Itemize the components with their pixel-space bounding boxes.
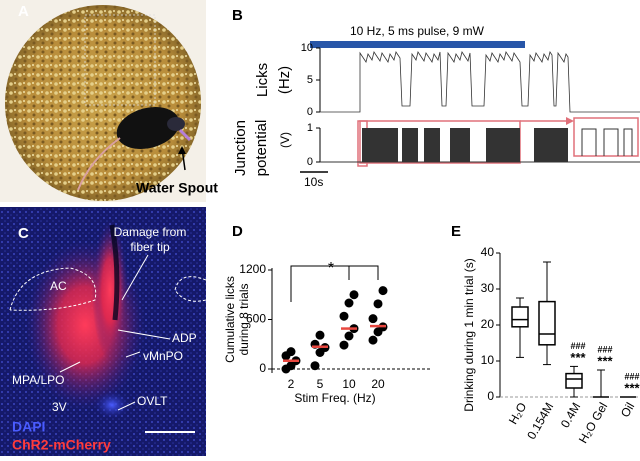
panel-label: B	[232, 7, 243, 24]
inset-box	[573, 117, 639, 157]
axis-title: during 8 trials	[237, 283, 251, 355]
x-tick-label: 20	[371, 377, 385, 391]
x-tick-label: 10	[342, 377, 356, 391]
y-tick-label: 0	[259, 361, 266, 375]
significance: ***	[597, 353, 613, 368]
stimulus-bar	[310, 41, 525, 48]
x-tick-label: 2	[288, 377, 295, 391]
significance-bracket	[290, 265, 379, 302]
y-tick-label: 40	[481, 245, 495, 259]
dot	[368, 314, 378, 324]
annotation: 3V	[52, 400, 67, 414]
inset-trace	[623, 128, 633, 156]
axis-title: (Hz)	[276, 66, 293, 94]
stain-label: DAPI	[12, 419, 45, 435]
junction-trace	[450, 128, 470, 162]
y-tick-label: 10	[301, 42, 313, 54]
junction-trace	[362, 128, 398, 162]
dot	[378, 286, 388, 296]
histology-c	[0, 207, 207, 456]
axis-title: (V)	[278, 132, 292, 148]
annotation: ADP	[172, 331, 197, 345]
panel-label: E	[451, 223, 461, 240]
annotation: Damage from	[114, 225, 187, 239]
y-tick-label: 5	[307, 74, 313, 86]
annotation: Water Spout	[136, 180, 218, 196]
dot	[368, 335, 378, 345]
dot	[344, 331, 354, 341]
inset-trace	[603, 128, 619, 156]
y-tick-label: 30	[481, 281, 495, 295]
y-tick-label: 10	[481, 353, 495, 367]
annotation: MPA/LPO	[12, 373, 64, 387]
x-tick-label: H₂O	[506, 400, 529, 427]
y-tick-label: 1200	[239, 262, 266, 276]
significance: ###	[597, 344, 612, 354]
x-tick-label: 5	[317, 377, 324, 391]
stain-label: ChR2-mCherry	[12, 437, 111, 453]
arrow	[566, 117, 574, 125]
box	[538, 300, 556, 346]
lick-trace	[320, 51, 640, 113]
annotation: vMnPO	[143, 349, 183, 363]
significance: ###	[624, 371, 639, 381]
y-tick-label: 600	[246, 312, 266, 326]
inset-trace	[581, 128, 597, 156]
x-tick-label: 0.4M	[558, 400, 583, 430]
dot	[315, 330, 325, 340]
dot	[339, 340, 349, 350]
stimulus-label: 10 Hz, 5 ms pulse, 9 mW	[350, 24, 485, 38]
dot	[286, 347, 296, 357]
panel-label: D	[232, 223, 243, 240]
significance: *	[328, 260, 334, 277]
axis-title: Stim Freq. (Hz)	[294, 391, 375, 405]
annotation: fiber tip	[130, 240, 170, 254]
annotation: OVLT	[137, 394, 168, 408]
y-tick-label: 20	[481, 317, 495, 331]
dot	[310, 361, 320, 371]
scale-label: 10s	[304, 175, 323, 189]
axis-title: Drinking during 1 min trial (s)	[462, 258, 476, 411]
axis-title: potential	[253, 120, 270, 177]
annotation: AC	[50, 279, 67, 293]
x-tick-label: 0.154M	[524, 400, 556, 442]
panel-label: C	[18, 225, 29, 242]
x-tick-label: Oil	[618, 400, 637, 420]
box	[511, 306, 529, 328]
significance: ***	[570, 350, 586, 365]
dot	[344, 298, 354, 308]
y-tick-label: 0	[307, 156, 313, 168]
junction-trace	[534, 128, 568, 162]
dot	[339, 311, 349, 321]
y-tick-label: 0	[487, 389, 494, 403]
junction-trace	[486, 128, 520, 162]
box	[565, 372, 583, 389]
significance: ###	[570, 341, 585, 351]
y-tick-label: 0	[307, 106, 313, 118]
axis-title: Cumulative licks	[223, 276, 237, 363]
dot	[349, 290, 359, 300]
y-tick-label: 1	[307, 122, 313, 134]
junction-trace	[424, 128, 440, 162]
dot	[373, 299, 383, 309]
significance: ***	[624, 380, 640, 395]
junction-trace	[402, 128, 418, 162]
panel-label: A	[18, 3, 29, 20]
photo-a	[0, 0, 206, 202]
axis-title: Junction	[232, 120, 249, 176]
axis-title: Licks	[254, 63, 271, 97]
